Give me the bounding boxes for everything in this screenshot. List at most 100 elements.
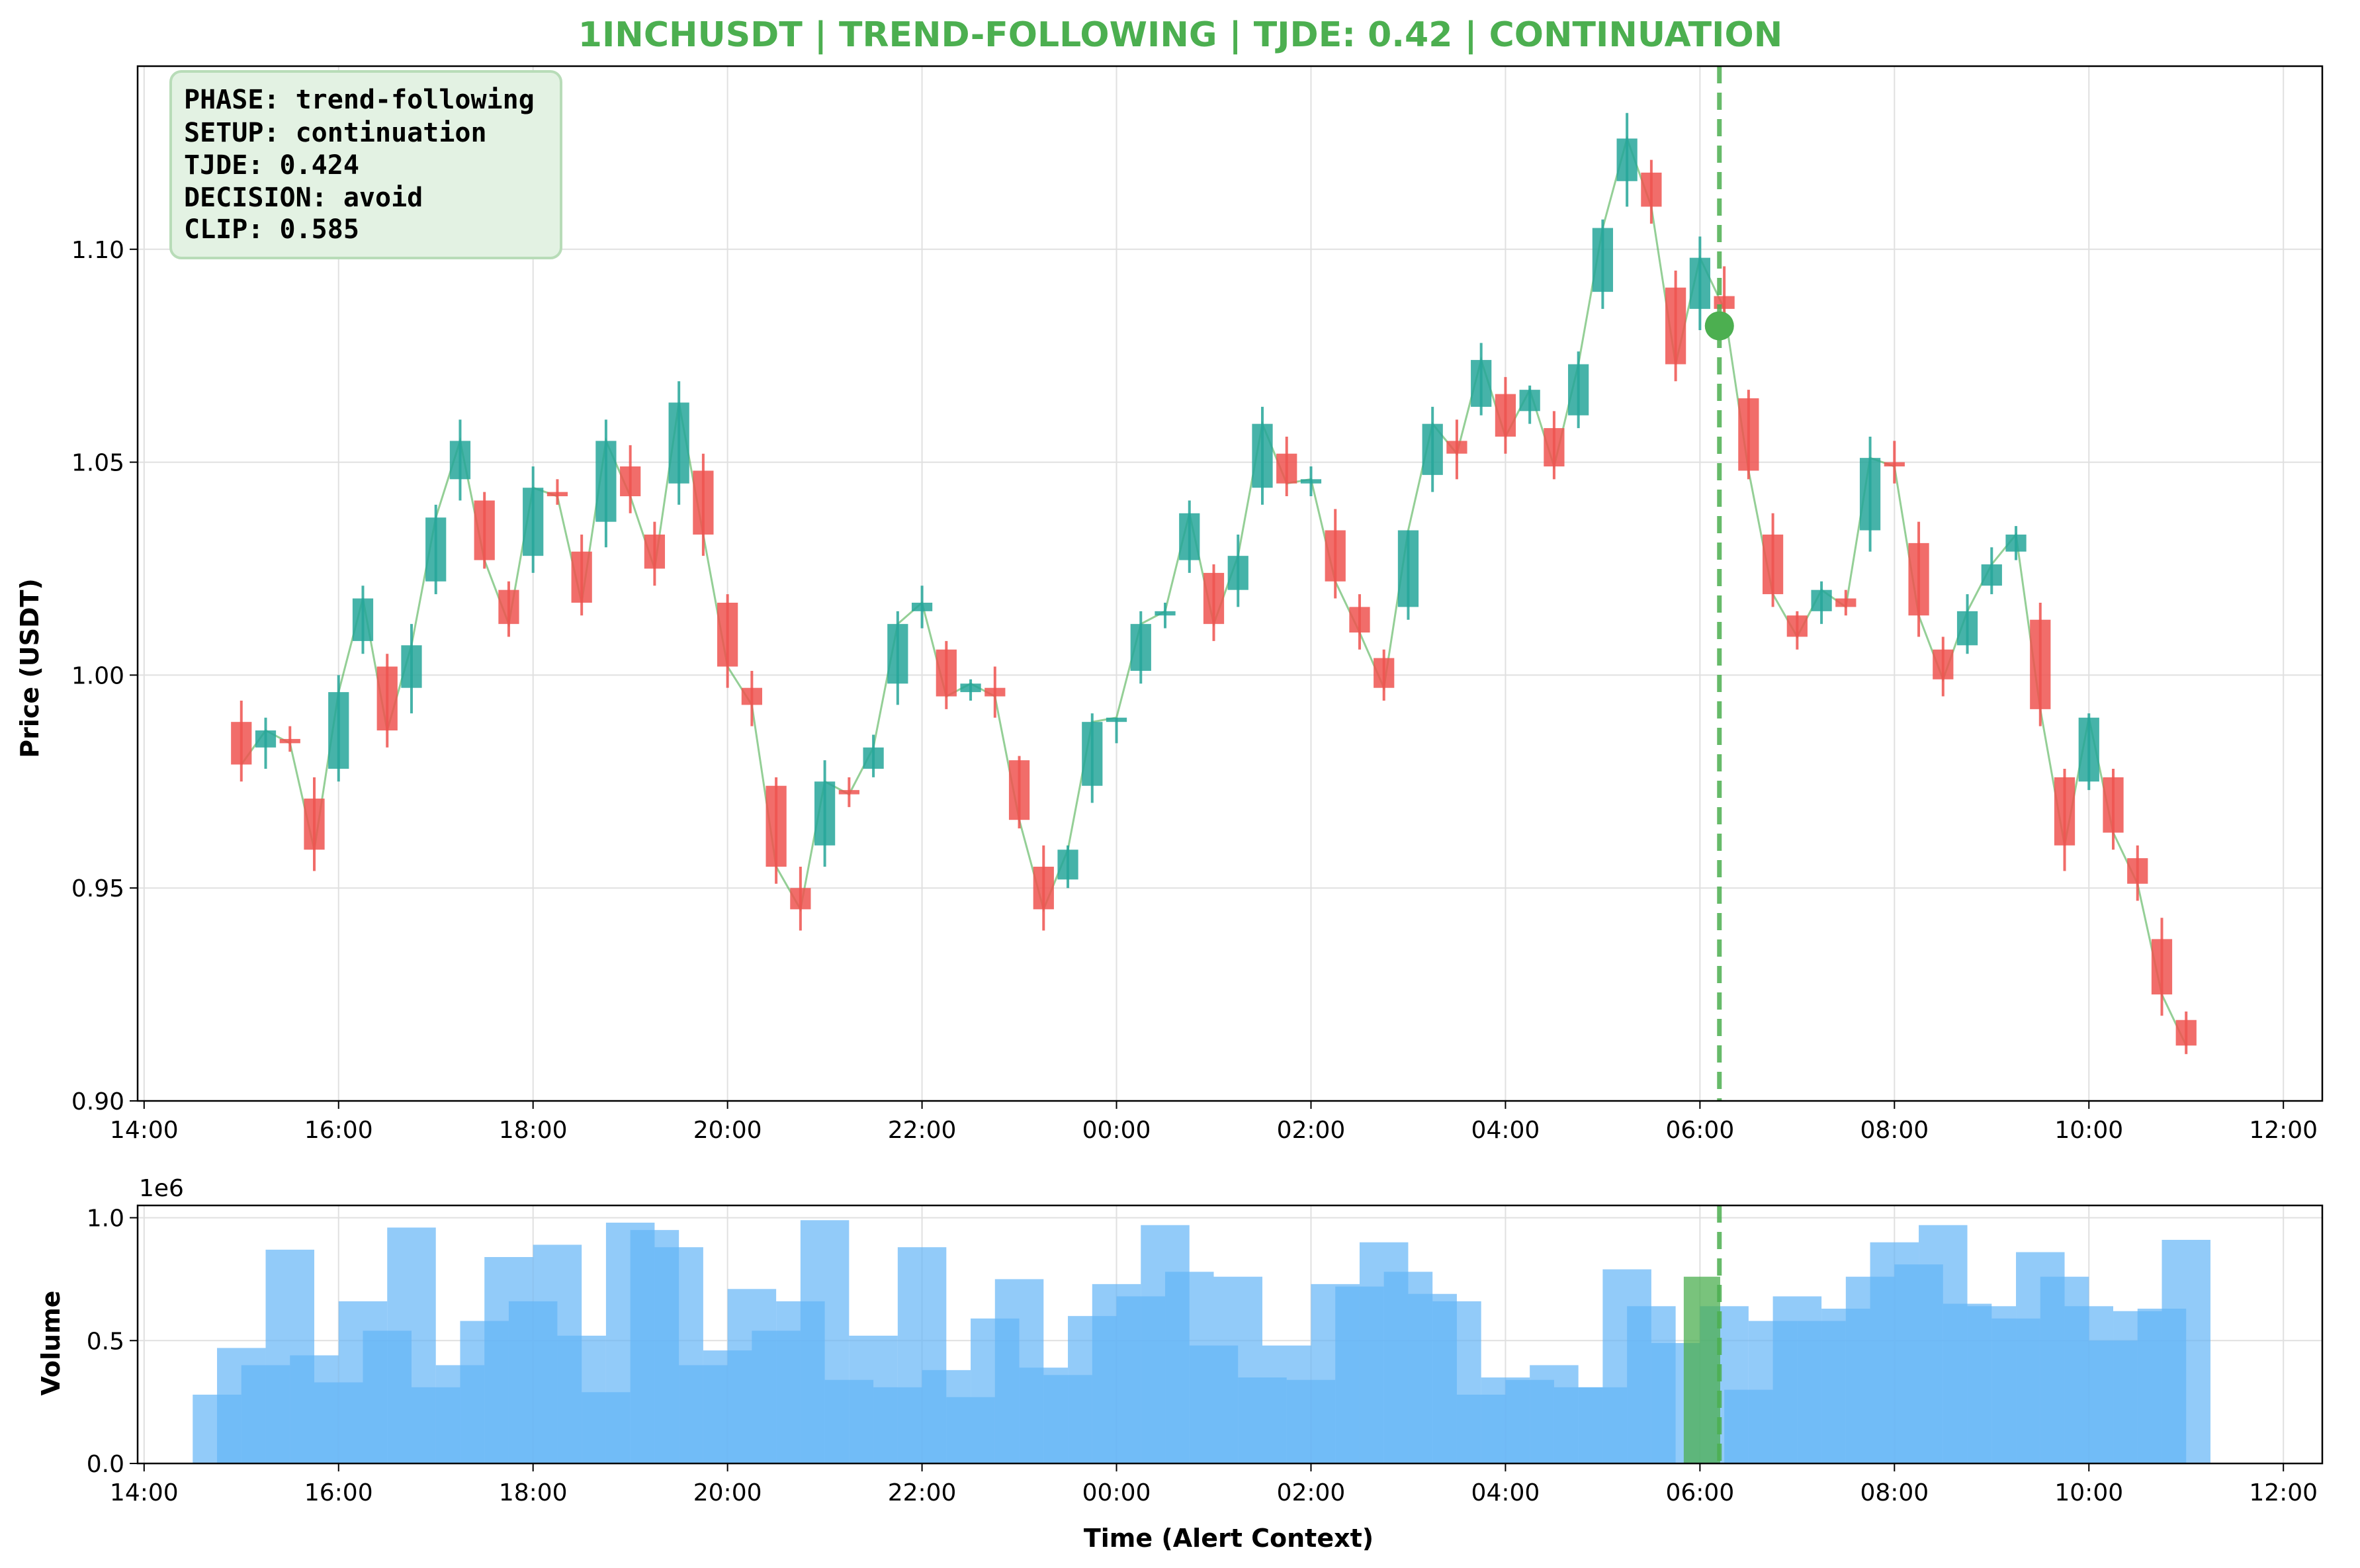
volume-x-tick-label: 02:00 (1277, 1479, 1346, 1506)
volume-x-tick-label: 20:00 (693, 1479, 762, 1506)
candle (960, 679, 981, 701)
volume-x-tick-label: 08:00 (1860, 1479, 1929, 1506)
candle-body (231, 722, 251, 764)
candle (620, 445, 640, 513)
volume-alert-group (1684, 1205, 1720, 1463)
candle (1884, 441, 1905, 483)
candle-body (1203, 573, 1224, 624)
candle-body (1082, 722, 1102, 786)
candle (1082, 713, 1102, 803)
candle (1738, 390, 1759, 479)
candle (2005, 526, 2026, 560)
candle-body (425, 517, 446, 582)
candle (742, 671, 762, 726)
alert-marker-group (1705, 66, 1734, 1101)
volume-x-tick-label: 14:00 (110, 1479, 179, 1506)
volume-x-tick-label: 22:00 (888, 1479, 957, 1506)
candle (1398, 531, 1419, 620)
candle-body (1787, 615, 1808, 636)
candle-body (1641, 173, 1661, 206)
candle-body (644, 535, 665, 568)
candle-body (2103, 777, 2123, 833)
price-panel: 14:00 16:00 18:00 20:00 22:00 00:00 02:00 04:00… (0, 0, 2322, 1144)
info-decision: DECISION: avoid (184, 183, 423, 213)
candle (693, 454, 713, 556)
info-phase: PHASE: trend-following (184, 85, 535, 115)
info-tjde: TJDE: 0.424 (184, 150, 359, 181)
candle (1520, 386, 1540, 424)
volume-x-axis-label: Time (Alert Context) (1084, 1524, 1374, 1553)
price-y-tick-label: 0.90 (71, 1088, 124, 1115)
candle (1301, 466, 1321, 496)
candle-body (2176, 1020, 2197, 1046)
price-y-ticks: 0.90 0.95 1.00 1.05 1.10 (71, 237, 138, 1115)
candle (2152, 918, 2172, 1016)
candle (2103, 769, 2123, 849)
volume-bar-series (193, 1220, 2210, 1463)
price-x-tick-label: 16:00 (304, 1117, 373, 1144)
candle-body (1933, 650, 1953, 679)
candle (1276, 437, 1297, 496)
price-y-tick-label: 1.10 (71, 237, 124, 264)
candle-body (328, 692, 349, 769)
candle-body (1763, 535, 1783, 594)
volume-y-tick-label: 0.5 (87, 1328, 124, 1355)
candle (280, 726, 300, 752)
candle (887, 611, 908, 705)
candle (1374, 650, 1394, 701)
candle-body (401, 645, 421, 687)
price-y-tick-label: 1.05 (71, 450, 124, 477)
candle-body (1374, 658, 1394, 688)
candle (498, 582, 519, 637)
candle-body (377, 667, 398, 731)
candle (669, 381, 689, 505)
volume-alert-bar (1684, 1277, 1720, 1463)
volume-x-tick-label: 00:00 (1082, 1479, 1151, 1506)
volume-panel: 14:00 16:00 18:00 20:00 22:00 00:00 02:00 04:00… (36, 1175, 2322, 1553)
candle (353, 586, 373, 654)
candle (1641, 160, 1661, 224)
candle-body (1276, 454, 1297, 484)
candle-body (304, 799, 324, 849)
candle-body (2005, 535, 2026, 552)
candle-body (547, 492, 568, 496)
candle (717, 594, 738, 688)
candle-body (717, 603, 738, 667)
volume-x-tick-label: 18:00 (499, 1479, 568, 1506)
candle (1860, 437, 1880, 552)
candle (1203, 564, 1224, 641)
candle-body (693, 470, 713, 535)
candle (814, 760, 835, 867)
candle (2127, 846, 2148, 901)
candle-body (936, 650, 957, 697)
candle (1009, 756, 1029, 828)
candle (1835, 590, 1856, 616)
candle-body (1057, 849, 1078, 879)
candle-body (1860, 458, 1880, 530)
candle (572, 535, 592, 615)
candle-body (353, 599, 373, 641)
candle-body (523, 488, 543, 556)
candle-body (1325, 531, 1346, 582)
price-x-tick-label: 20:00 (693, 1117, 762, 1144)
candle-body (280, 739, 300, 743)
candle-body (1252, 424, 1272, 488)
candle (1690, 236, 1710, 330)
candle (595, 419, 616, 547)
candle-body (1033, 867, 1054, 909)
volume-y-axis-label: Volume (36, 1291, 66, 1396)
candle (2079, 713, 2099, 790)
candle (474, 492, 495, 569)
candle (1787, 611, 1808, 650)
candle (936, 641, 957, 709)
volume-y-tick-label: 1.0 (87, 1205, 124, 1233)
info-setup: SETUP: continuation (184, 118, 487, 148)
candle (1057, 846, 1078, 888)
candle-body (255, 730, 276, 748)
candle-body (498, 590, 519, 624)
volume-x-tick-label: 12:00 (2249, 1479, 2318, 1506)
candle (2030, 603, 2050, 726)
price-x-tick-label: 12:00 (2249, 1117, 2318, 1144)
candle (377, 654, 398, 748)
candle (425, 505, 446, 594)
